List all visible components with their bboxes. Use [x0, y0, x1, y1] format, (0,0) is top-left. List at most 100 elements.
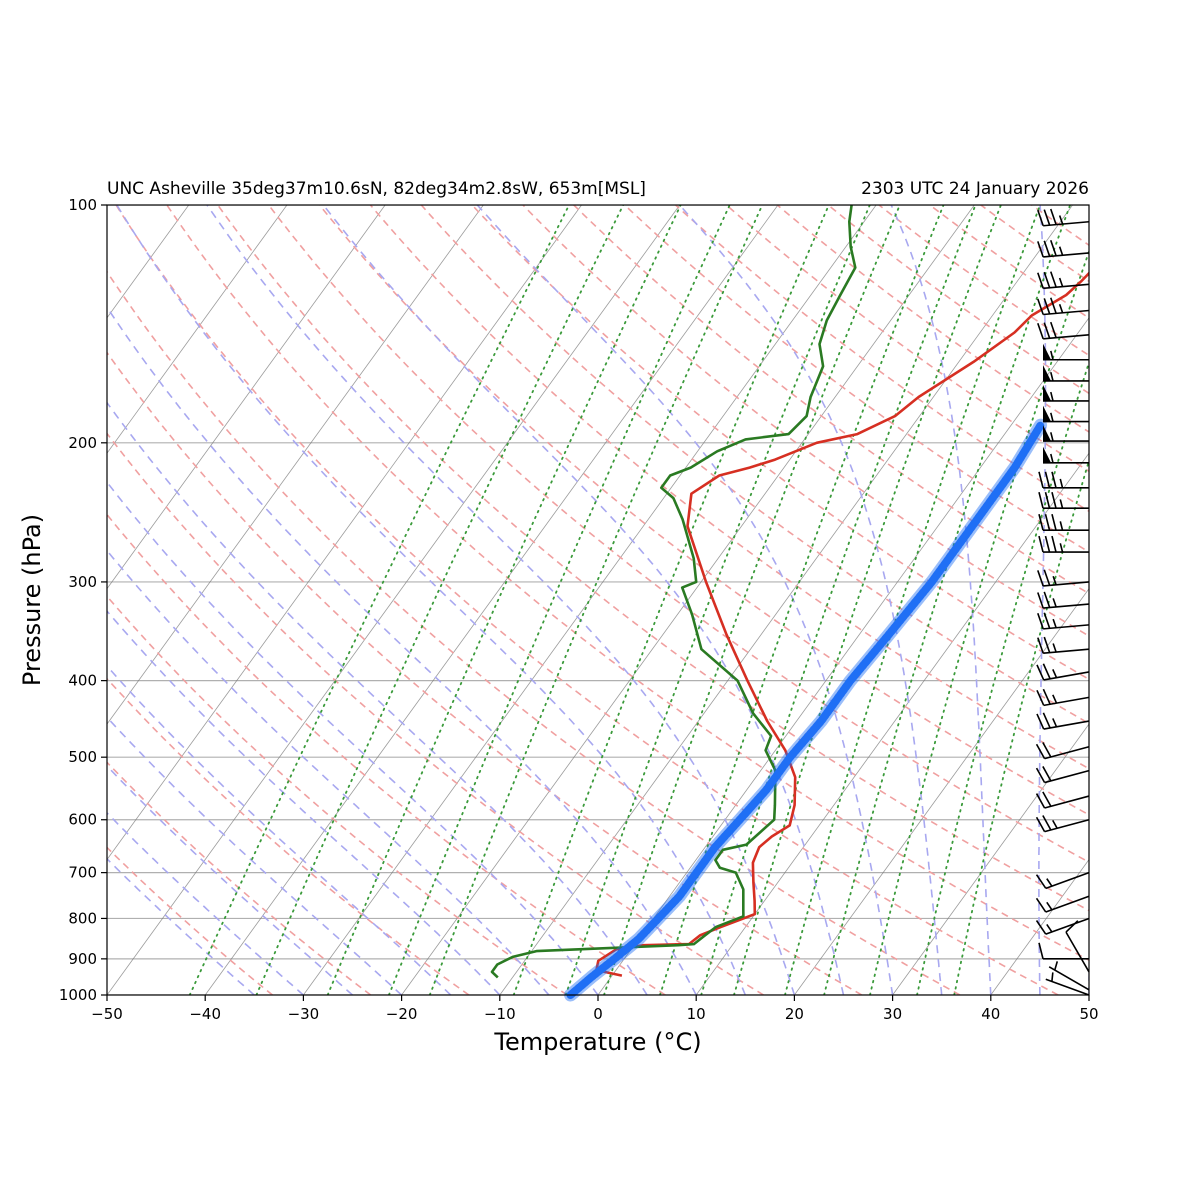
barb-feather — [1052, 575, 1057, 586]
barb-feather — [1049, 239, 1057, 257]
wind-barb — [1037, 569, 1090, 587]
y-tick-label: 600 — [68, 811, 97, 829]
isotherm-line — [107, 205, 681, 995]
barb-pennant — [1043, 446, 1051, 463]
barb-feather — [1052, 669, 1058, 678]
parcel-trace — [566, 421, 1045, 999]
barb-feather — [1049, 297, 1057, 314]
moist-adiabat — [107, 811, 304, 995]
y-tick-label: 800 — [68, 909, 97, 927]
wind-barb — [1043, 384, 1089, 402]
isotherm-line — [204, 205, 779, 995]
dry-adiabat — [1031, 205, 1089, 247]
barb-staff — [1043, 220, 1090, 227]
moist-adiabat — [1088, 931, 1089, 995]
barb-staff — [1043, 720, 1090, 730]
barb-feather — [1036, 689, 1045, 706]
dry-adiabat — [980, 205, 1089, 283]
mixing-ratio-line — [564, 205, 871, 995]
wind-barb — [1043, 343, 1089, 361]
barb-feather — [1052, 694, 1058, 704]
x-tick-label: −10 — [484, 1005, 516, 1023]
barb-feather — [1037, 613, 1044, 630]
wind-barb — [1038, 471, 1089, 489]
barb-feather — [1037, 637, 1044, 654]
moist-adiabat — [107, 480, 599, 995]
barb-feather — [1037, 241, 1044, 258]
barb-feather — [1049, 208, 1057, 225]
sounding-traces — [490, 205, 1089, 979]
barb-feather — [1042, 712, 1051, 729]
x-axis-label: Temperature (°C) — [493, 1028, 701, 1056]
barb-feather — [1042, 791, 1052, 807]
chart-title-left: UNC Asheville 35deg37m10.6sN, 82deg34m2.… — [107, 179, 646, 199]
barb-feather — [1037, 272, 1044, 289]
wind-barb — [1037, 239, 1090, 258]
dry-adiabat — [471, 205, 1089, 681]
moist-adiabat — [107, 401, 648, 995]
y-tick-label: 700 — [68, 864, 97, 882]
isotherm-line — [499, 205, 1073, 995]
barb-staff — [1043, 252, 1090, 258]
mixing-ratio-line — [603, 205, 901, 995]
parcel-trace — [564, 418, 1048, 1002]
wind-barb — [1038, 535, 1089, 553]
wind-barb — [1036, 663, 1090, 681]
barb-feather — [1046, 901, 1053, 911]
barb-feather — [1036, 664, 1045, 681]
barb-staff — [1065, 931, 1090, 973]
moist-adiabat — [116, 205, 747, 995]
wind-barb — [1037, 612, 1090, 630]
wind-barb — [1037, 208, 1090, 227]
dry-adiabat — [827, 205, 1089, 395]
isotherm-line — [794, 587, 1089, 995]
barb-feather — [1050, 453, 1054, 463]
barb-feather — [1058, 277, 1064, 287]
parcel-trace-glow — [564, 418, 1048, 1002]
y-tick-label: 100 — [68, 196, 97, 214]
wind-barb — [1037, 271, 1090, 290]
dry-adiabat — [929, 205, 1089, 320]
isotherm-line — [107, 205, 582, 861]
barb-feather — [1035, 816, 1046, 833]
wind-barb — [1043, 425, 1089, 442]
barb-feather — [1059, 499, 1064, 509]
barb-feather — [1059, 521, 1064, 531]
wind-barb — [1048, 961, 1090, 991]
barb-feather — [1043, 209, 1051, 226]
wind-barb — [1035, 766, 1090, 784]
wind-barb — [1045, 972, 1090, 996]
wind-barbs — [1035, 208, 1090, 996]
barb-feather — [1050, 350, 1054, 360]
x-tick-label: −50 — [91, 1005, 123, 1023]
barb-feather — [1052, 598, 1057, 608]
moist-adiabat — [476, 205, 894, 995]
barb-staff — [1043, 648, 1090, 655]
barb-feather — [1042, 766, 1052, 782]
dry-adiabat — [268, 205, 1089, 864]
dry-adiabat — [725, 205, 1089, 473]
wind-barb — [1043, 405, 1089, 423]
dry-adiabat — [522, 205, 1089, 637]
barb-feather — [1044, 471, 1051, 488]
wind-barb — [1065, 920, 1090, 973]
barb-feather — [1038, 492, 1044, 509]
y-tick-label: 200 — [68, 434, 97, 452]
y-tick-label: 900 — [68, 950, 97, 968]
mixing-ratio-line — [659, 205, 945, 995]
dry-adiabat — [624, 205, 1089, 553]
isotherm-line — [695, 452, 1089, 995]
mixing-ratio-line — [784, 205, 1041, 995]
barb-staff — [1043, 696, 1090, 707]
dry-adiabat — [107, 270, 961, 995]
wind-barb — [1038, 513, 1089, 531]
y-tick-label: 300 — [68, 573, 97, 591]
barb-feather — [1046, 923, 1053, 933]
barb-feather — [1052, 819, 1058, 829]
x-tick-label: −30 — [288, 1005, 320, 1023]
barb-feather — [1052, 718, 1058, 728]
moist-adiabat — [322, 205, 845, 995]
mixing-ratio-line — [188, 205, 570, 995]
barb-staff — [1045, 895, 1090, 913]
barb-feather — [1059, 543, 1064, 553]
